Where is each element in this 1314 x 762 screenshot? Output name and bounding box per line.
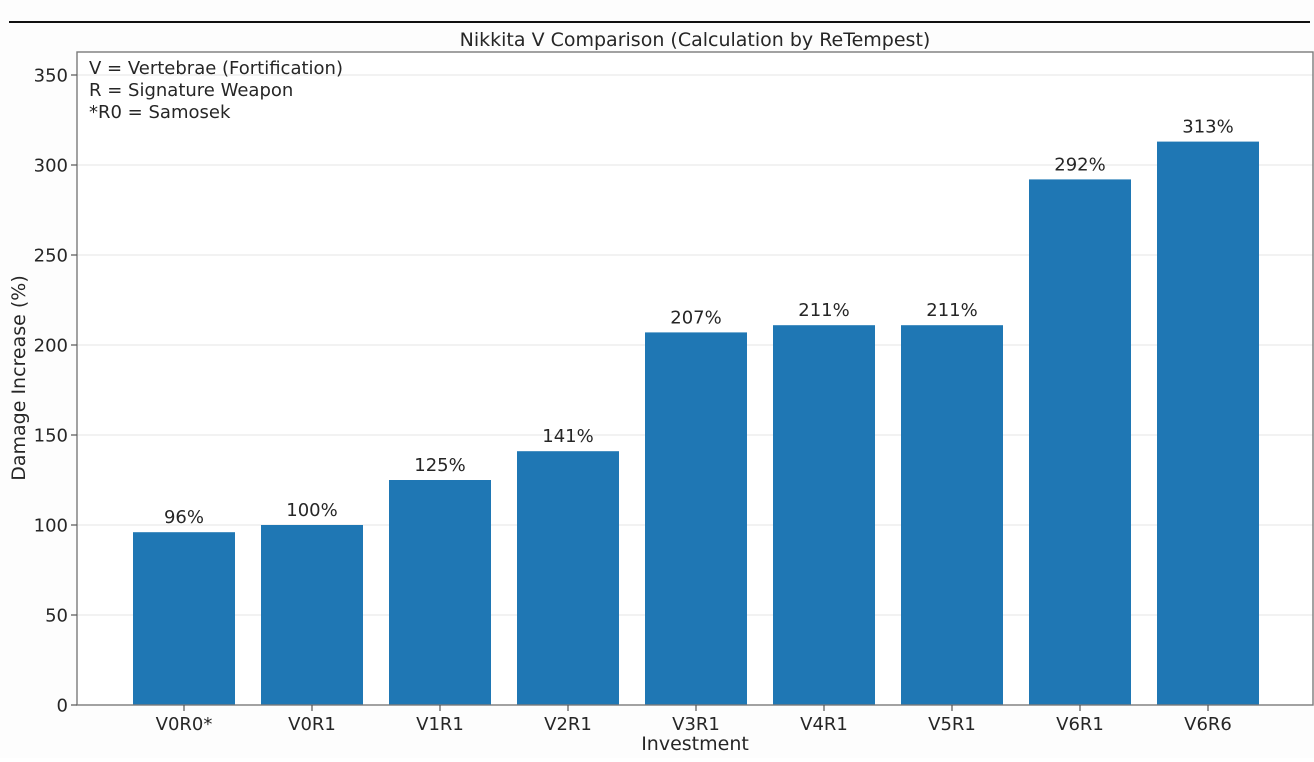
bar-data-label: 96%: [164, 507, 204, 528]
y-tick-label: 100: [34, 516, 68, 537]
y-axis-title: Damage Increase (%): [8, 275, 30, 481]
x-tick-label: V3R1: [672, 714, 720, 735]
bar-data-label: 207%: [670, 307, 721, 328]
x-tick-label: V4R1: [800, 714, 848, 735]
annotation-text-block: V = Vertebrae (Fortification) R = Signat…: [89, 58, 343, 123]
bar-data-label: 313%: [1182, 117, 1233, 138]
bar-data-label: 292%: [1054, 154, 1105, 175]
bar-v4r1: [773, 325, 875, 705]
bar-v0r0: [133, 532, 235, 705]
bar-data-label: 211%: [926, 300, 977, 321]
y-tick-label: 0: [57, 696, 68, 717]
chart-title: Nikkita V Comparison (Calculation by ReT…: [460, 29, 931, 51]
bar-data-label: 100%: [286, 500, 337, 521]
bar-v0r1: [261, 525, 363, 705]
x-tick-label: V2R1: [544, 714, 592, 735]
bar-v6r1: [1029, 179, 1131, 705]
x-tick-label: V5R1: [928, 714, 976, 735]
x-tick-label: V0R0*: [156, 714, 213, 735]
bar-data-label: 141%: [542, 426, 593, 447]
y-tick-label: 50: [45, 606, 68, 627]
bar-data-label: 211%: [798, 300, 849, 321]
axes-frame: [76, 51, 1314, 706]
bar-v5r1: [901, 325, 1003, 705]
x-tick-label: V6R6: [1184, 714, 1232, 735]
y-tick-label: 300: [34, 156, 68, 177]
bar-v1r1: [389, 480, 491, 705]
annotation-line-samosek: *R0 = Samosek: [89, 102, 231, 123]
bar-data-label: 125%: [414, 455, 465, 476]
x-axis-title: Investment: [641, 733, 749, 755]
bar-v2r1: [517, 451, 619, 705]
bars: [133, 141, 1259, 706]
annotation-line-vertebrae: V = Vertebrae (Fortification): [89, 58, 343, 79]
bar-data-labels: 96% 100% 125% 141% 207% 211% 211% 292% 313%: [164, 117, 1234, 529]
y-tick-label: 150: [34, 426, 68, 447]
annotation-line-weapon: R = Signature Weapon: [89, 80, 293, 101]
x-tick-label: V1R1: [416, 714, 464, 735]
y-tick-label: 200: [34, 336, 68, 357]
y-axis-ticks: 0 50 100 150 200 250 300 350: [34, 66, 77, 717]
bar-v6r6: [1157, 141, 1259, 706]
bar-v3r1: [645, 332, 747, 705]
x-tick-label: V6R1: [1056, 714, 1104, 735]
y-tick-label: 350: [34, 66, 68, 87]
y-tick-label: 250: [34, 246, 68, 267]
x-axis-ticks: V0R0* V0R1 V1R1 V2R1 V3R1 V4R1 V5R1 V6R1 V6R6: [156, 705, 1232, 735]
x-tick-label: V0R1: [288, 714, 336, 735]
